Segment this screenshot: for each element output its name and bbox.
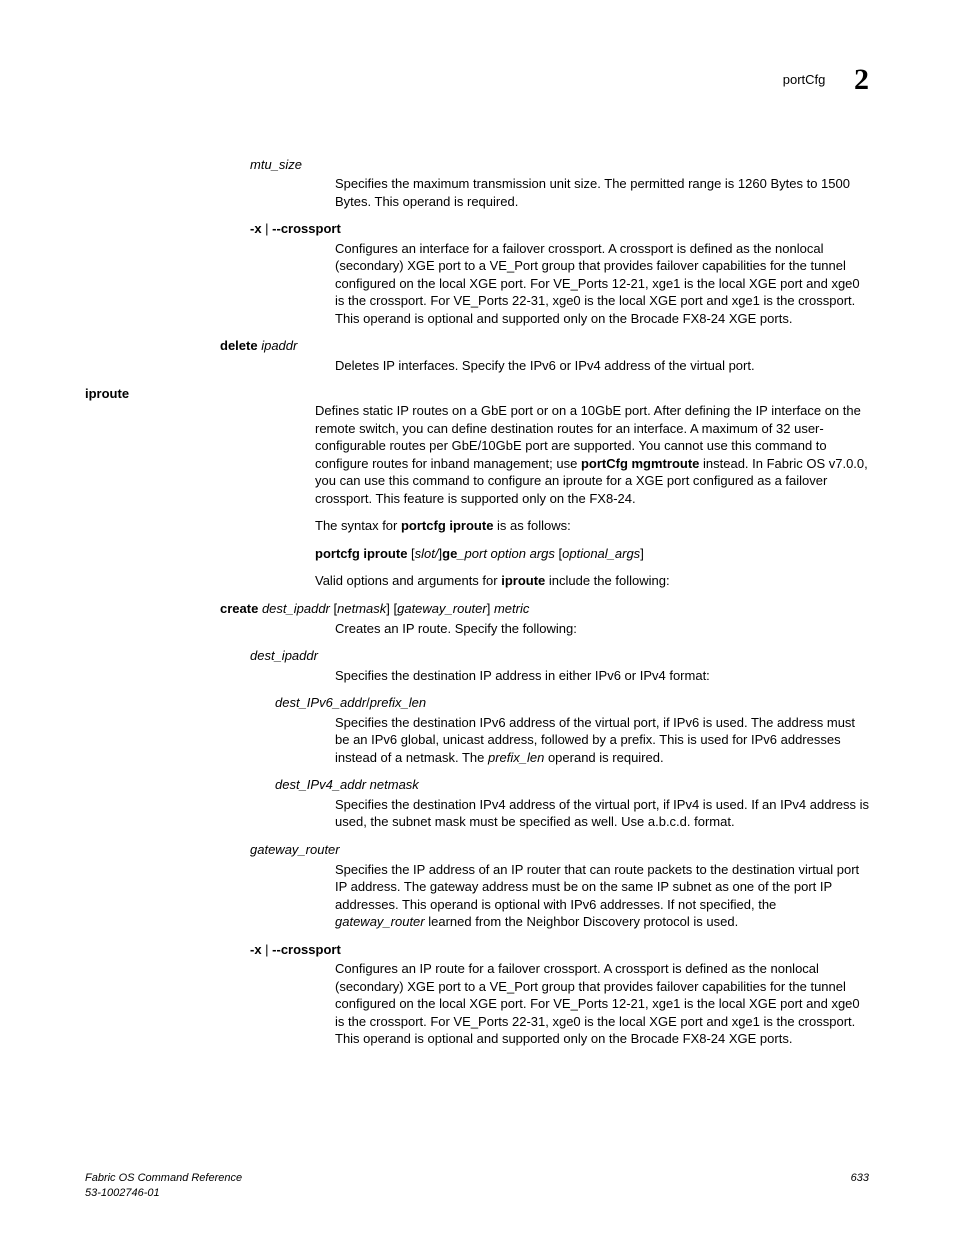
page-number: 633	[851, 1171, 869, 1186]
description: Creates an IP route. Specify the followi…	[335, 620, 869, 638]
description: Deletes IP interfaces. Specify the IPv6 …	[335, 357, 869, 375]
description: Configures an IP route for a failover cr…	[335, 960, 869, 1048]
description: Specifies the IP address of an IP router…	[335, 861, 869, 931]
footer-doc-title: Fabric OS Command Reference	[85, 1171, 242, 1185]
description: Specifies the maximum transmission unit …	[335, 175, 869, 210]
term: dest_IPv6_addr/prefix_len	[275, 694, 869, 712]
description: Defines static IP routes on a GbE port o…	[315, 402, 869, 507]
description: Specifies the destination IP address in …	[335, 667, 869, 685]
term: create dest_ipaddr [netmask] [gateway_ro…	[220, 600, 869, 618]
term: mtu_size	[250, 156, 869, 174]
term: iproute	[85, 385, 869, 403]
term: dest_ipaddr	[250, 647, 869, 665]
term: -x | --crossport	[250, 220, 869, 238]
content-body: mtu_sizeSpecifies the maximum transmissi…	[220, 156, 869, 1049]
header-title: portCfg	[783, 71, 826, 89]
description: The syntax for portcfg iproute is as fol…	[315, 517, 869, 535]
page-footer: Fabric OS Command Reference 53-1002746-0…	[85, 1171, 869, 1200]
description: Specifies the destination IPv6 address o…	[335, 714, 869, 767]
footer-doc-id: 53-1002746-01	[85, 1186, 242, 1200]
description: portcfg iproute [slot/]ge_port option ar…	[315, 545, 869, 563]
term: dest_IPv4_addr netmask	[275, 776, 869, 794]
term: delete ipaddr	[220, 337, 869, 355]
chapter-number: 2	[854, 60, 869, 101]
description: Valid options and arguments for iproute …	[315, 572, 869, 590]
term: gateway_router	[250, 841, 869, 859]
description: Configures an interface for a failover c…	[335, 240, 869, 328]
term: -x | --crossport	[250, 941, 869, 959]
description: Specifies the destination IPv4 address o…	[335, 796, 869, 831]
page-header: portCfg 2	[85, 60, 869, 101]
